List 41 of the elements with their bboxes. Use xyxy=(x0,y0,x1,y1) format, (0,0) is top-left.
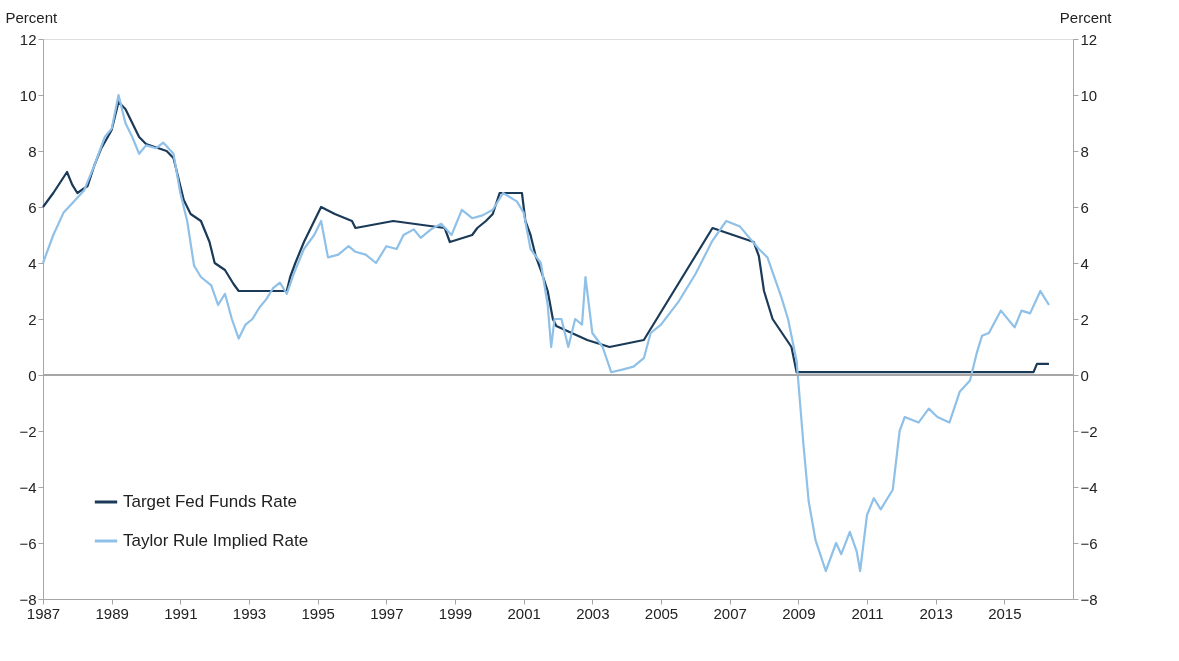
y2-tick-label: 4 xyxy=(1080,254,1089,272)
x-tick-label: 2005 xyxy=(644,604,679,622)
x-tick-label: 2007 xyxy=(713,604,747,622)
x-tick-label: 2009 xyxy=(782,604,816,622)
y-tick-label: −4 xyxy=(19,478,37,496)
x-tick-label: 1997 xyxy=(370,604,404,622)
y-tick-label: 12 xyxy=(19,30,37,48)
legend-label: Target Fed Funds Rate xyxy=(123,492,297,511)
y-tick-label: 0 xyxy=(28,366,37,384)
y2-tick-label: 0 xyxy=(1080,366,1089,384)
x-tick-label: 2003 xyxy=(576,604,610,622)
y-tick-label: 8 xyxy=(28,142,37,160)
y2-tick-label: 12 xyxy=(1080,30,1098,48)
y2-tick-label: 2 xyxy=(1080,310,1089,328)
y-tick-label: 4 xyxy=(28,254,37,272)
y2-tick-label: −4 xyxy=(1080,478,1098,496)
y2-axis-title: Percent xyxy=(1059,8,1113,26)
x-tick-label: 2015 xyxy=(988,604,1022,622)
y2-tick-label: −8 xyxy=(1080,590,1098,608)
x-tick-label: 2001 xyxy=(507,604,541,622)
y-tick-label: −2 xyxy=(19,422,37,440)
x-tick-label: 1989 xyxy=(95,604,129,622)
x-tick-label: 1991 xyxy=(164,604,198,622)
y2-tick-label: −2 xyxy=(1080,422,1098,440)
legend-label: Taylor Rule Implied Rate xyxy=(123,531,309,550)
y2-tick-label: 8 xyxy=(1080,142,1089,160)
y-tick-label: −6 xyxy=(19,534,37,552)
x-tick-label: 1993 xyxy=(232,604,267,622)
x-tick-label: 2011 xyxy=(851,604,884,622)
y2-tick-label: 10 xyxy=(1080,86,1098,104)
y2-tick-label: −6 xyxy=(1080,534,1098,552)
y-tick-label: 10 xyxy=(19,86,37,104)
line-series xyxy=(41,100,1051,374)
x-tick-label: 1995 xyxy=(301,604,335,622)
x-tick-label: 1999 xyxy=(438,604,473,622)
y2-tick-label: 6 xyxy=(1080,198,1089,216)
line-series xyxy=(41,93,1051,573)
y-tick-label: 2 xyxy=(28,310,37,328)
y-axis-title: Percent xyxy=(5,8,59,26)
y-tick-label: 6 xyxy=(28,198,37,216)
x-tick-label: 2013 xyxy=(919,604,953,622)
